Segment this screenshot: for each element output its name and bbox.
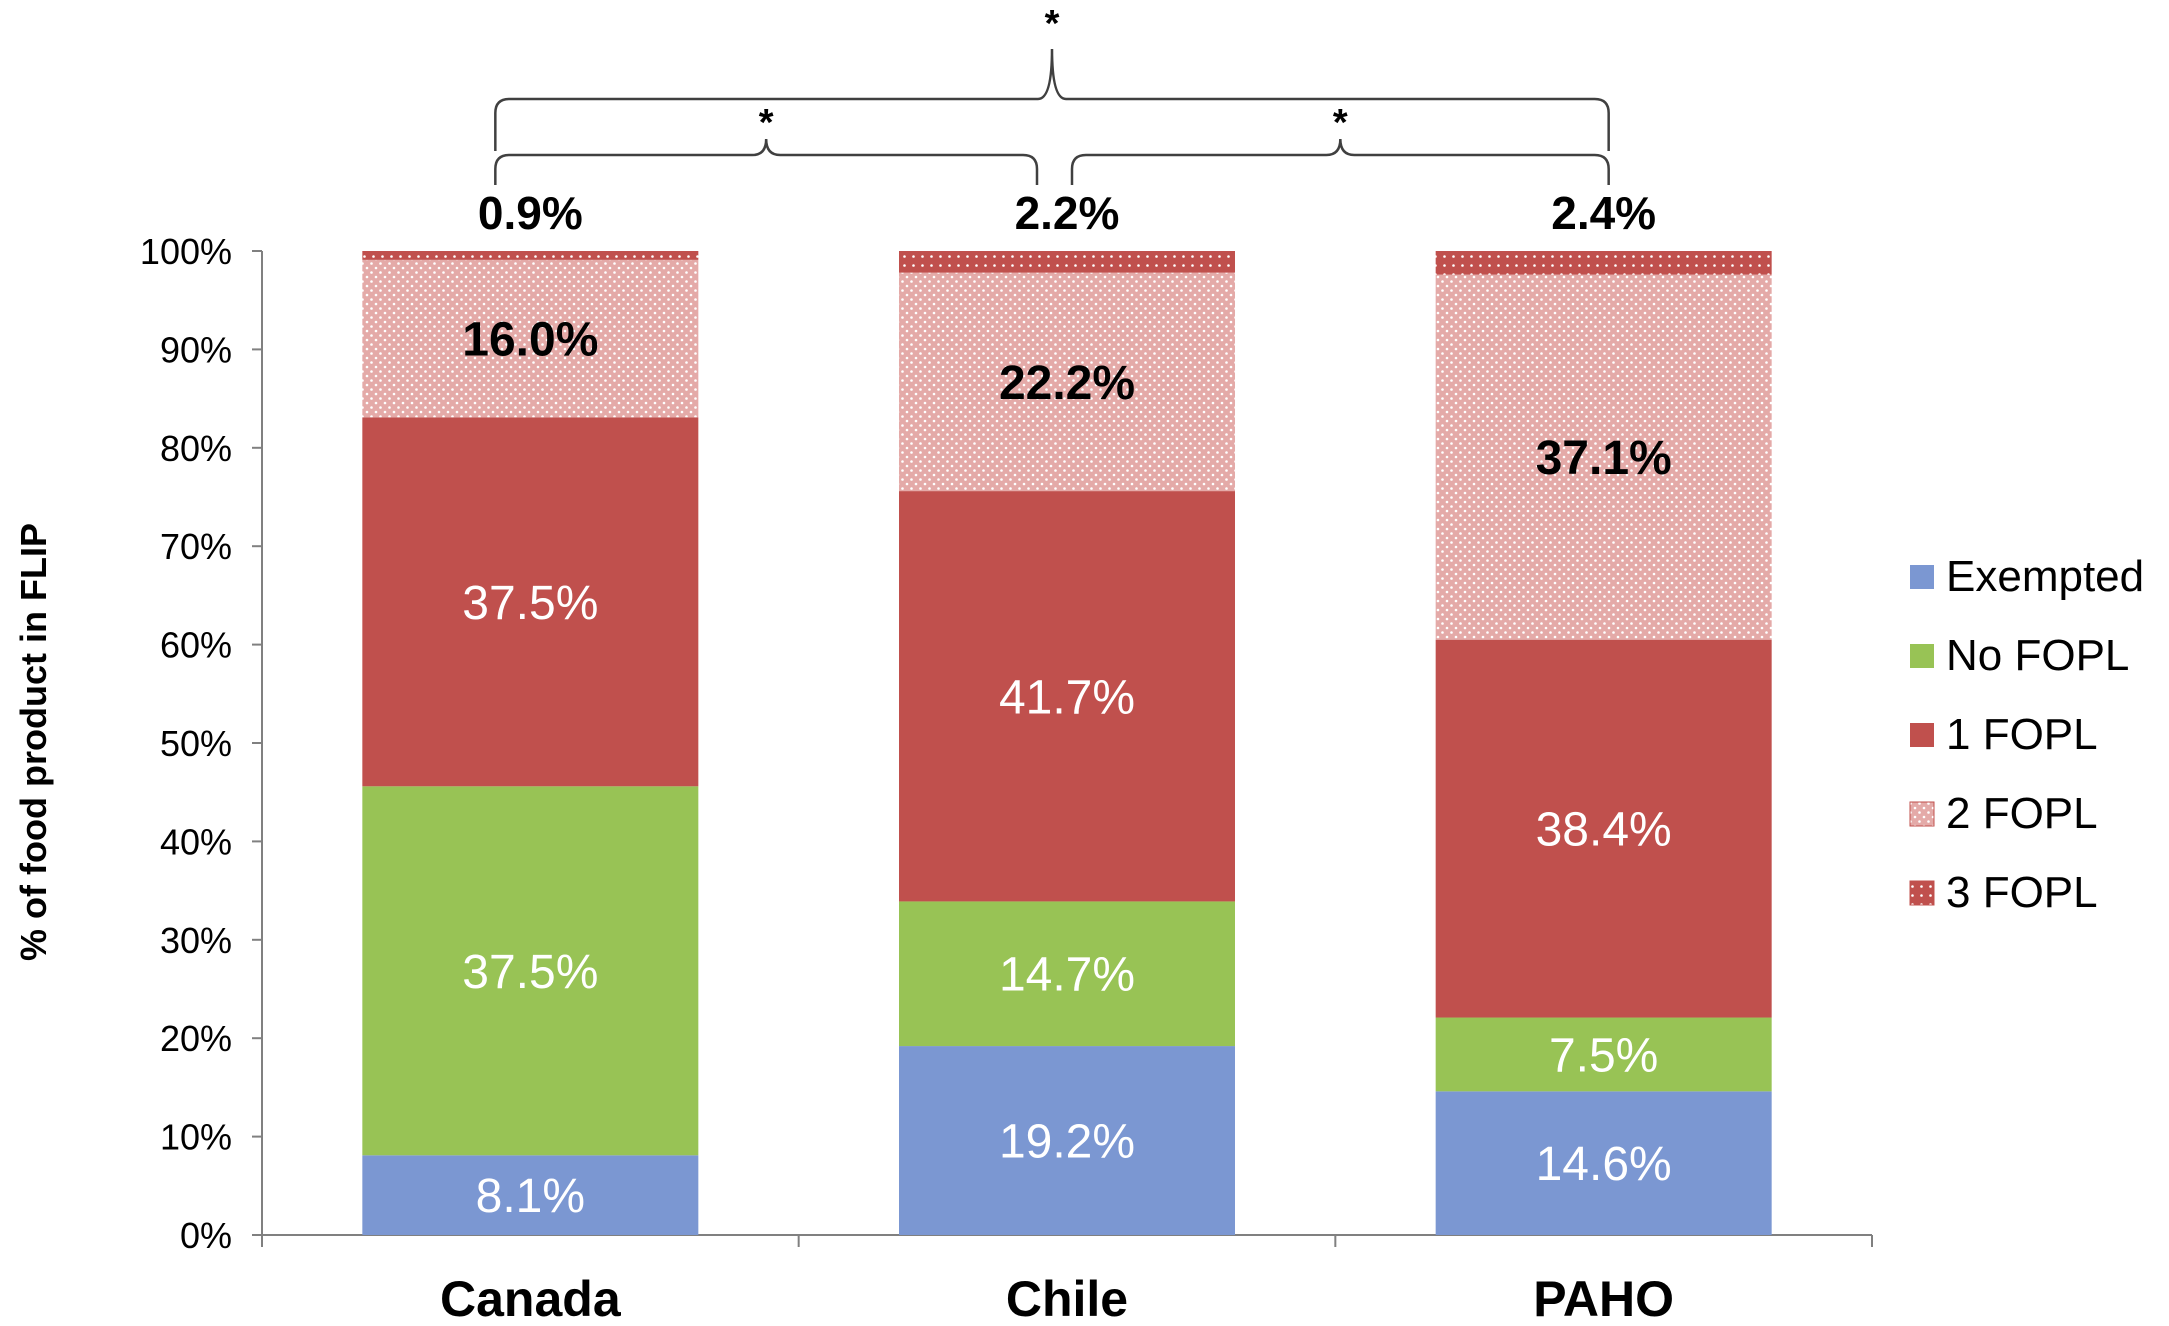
data-label: 37.5% [462,946,598,999]
bracket-chile-paho [1070,138,1610,185]
data-label: 37.1% [1536,432,1672,485]
data-label: 8.1% [476,1170,585,1223]
y-tick-label: 30% [160,920,232,961]
legend-swatch [1910,565,1934,589]
legend-swatch [1909,880,1935,906]
bar-segment [1435,274,1772,640]
bracket-canada-paho [494,48,1610,151]
y-tick-label: 70% [160,526,232,567]
bar-segment [362,786,699,1156]
x-tick-label: Chile [1006,1271,1128,1326]
bar-segment [1435,1091,1772,1235]
bar-segment [1435,251,1772,275]
bar-segment [362,251,699,260]
data-label: 38.4% [1536,804,1672,857]
bar-segment [899,251,1235,273]
data-label: 16.0% [462,314,598,367]
y-tick-label: 90% [160,329,232,370]
legend-label: 2 FOPL [1946,789,2098,838]
legend-swatch [1910,644,1934,668]
y-tick-label: 60% [160,625,232,666]
bar-segment [899,901,1235,1047]
legend-label: No FOPL [1946,631,2129,680]
bar-segment [899,272,1235,492]
legend-swatch [1910,723,1934,747]
legend-label: Exempted [1946,552,2144,601]
y-tick-label: 0% [180,1215,232,1256]
data-label: 41.7% [999,671,1135,724]
legend: Exempted No FOPL 1 FOPL 2 FOPL 3 FOPL [1909,552,2144,917]
data-labels: 8.1% 37.5% 37.5% 16.0% 0.9% 19.2% 14.7% 41.7% 22… [462,187,1671,1223]
bar-segment [899,1046,1235,1235]
data-label: 14.7% [999,949,1135,1002]
bar-segment [1435,639,1772,1018]
data-label: 2.4% [1551,187,1656,239]
bracket-canada-chile [494,138,1039,185]
legend-swatch [1909,801,1935,827]
bar-segment [1435,1017,1772,1092]
y-tick-label: 100% [140,231,232,272]
data-label: 0.9% [478,187,583,239]
legend-label: 3 FOPL [1946,868,2098,917]
significance-star: * [1045,3,1060,45]
y-tick-label: 50% [160,723,232,764]
bar-segment [899,491,1235,902]
x-tick-label: PAHO [1533,1271,1674,1326]
axes: 0% 10% 20% 30% 40% 50% 60% 70% 80% 90% 100% Canada C… [140,231,1873,1326]
legend-label: 1 FOPL [1946,710,2098,759]
x-tick-label: Canada [440,1271,622,1326]
significance-brackets: * * * [494,3,1610,185]
y-axis-label: % of food product in FLIP [13,523,54,961]
y-tick-label: 80% [160,428,232,469]
significance-star: * [1333,102,1348,144]
y-tick-label: 10% [160,1117,232,1158]
data-label: 2.2% [1015,187,1120,239]
bar-segment [362,1155,699,1235]
data-label: 14.6% [1536,1138,1672,1191]
data-label: 19.2% [999,1116,1135,1169]
significance-star: * [759,102,774,144]
data-label: 7.5% [1549,1029,1658,1082]
y-tick-label: 40% [160,821,232,862]
bars [362,251,1772,1235]
bar-segment [362,259,699,418]
data-label: 22.2% [999,357,1135,410]
bar-segment [362,417,699,787]
data-label: 37.5% [462,577,598,630]
y-tick-label: 20% [160,1018,232,1059]
